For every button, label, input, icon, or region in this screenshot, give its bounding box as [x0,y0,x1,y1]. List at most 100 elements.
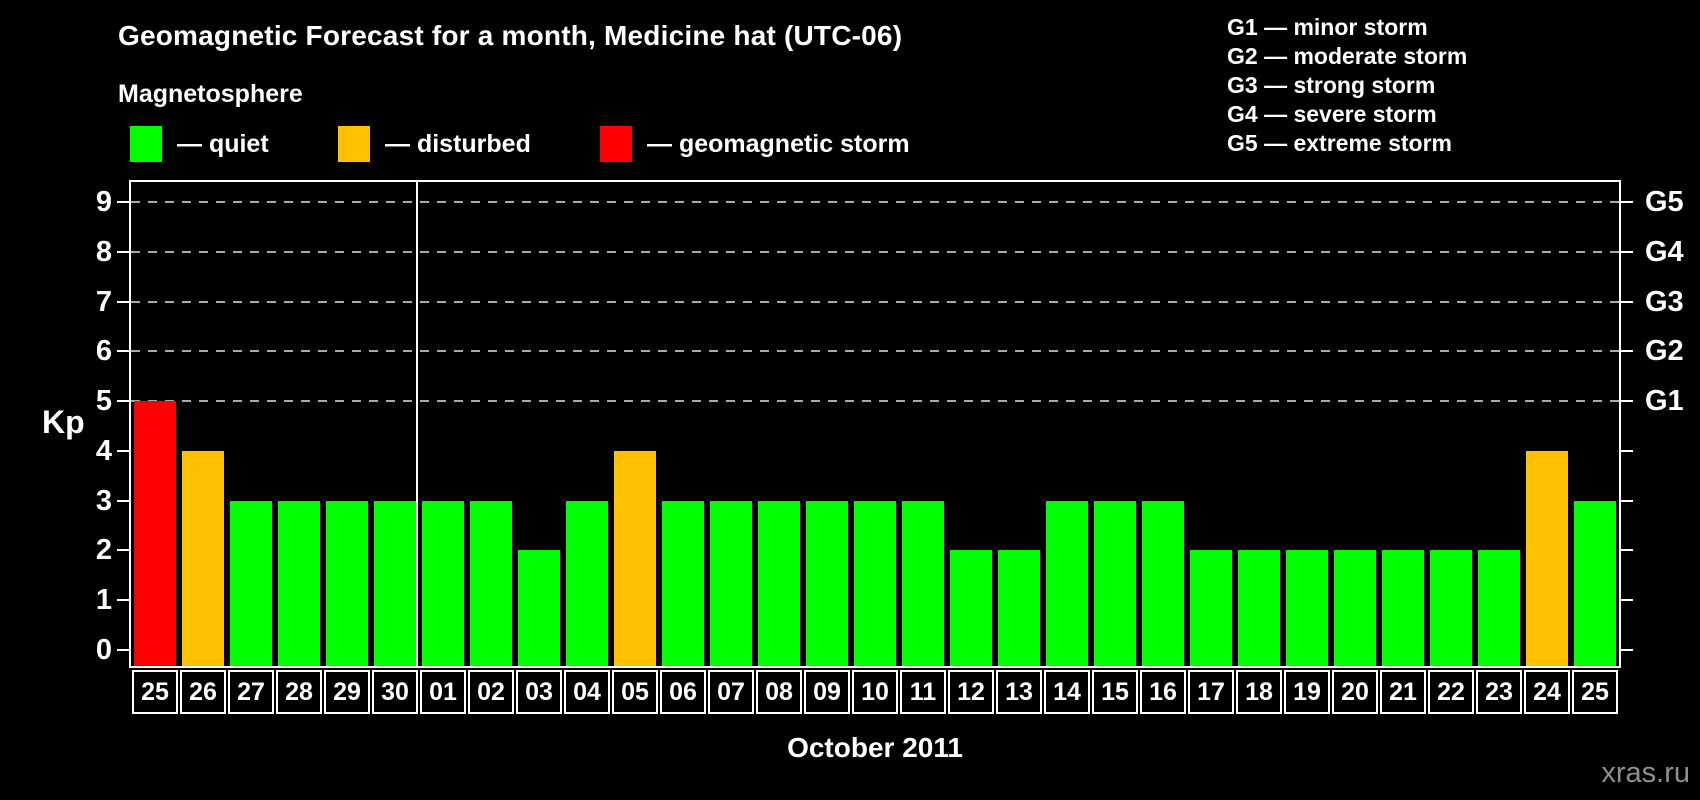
storm-scale-item: G4 — severe storm [1227,101,1437,127]
right-axis-tick [1619,301,1633,303]
kp-bar [1334,550,1376,666]
g-axis-label: G5 [1645,186,1684,218]
right-axis-tick [1619,251,1633,253]
day-label-cell: 25 [132,670,178,714]
y-axis-label: 2 [95,534,112,566]
month-separator-line [416,182,418,666]
kp-gridline [131,301,1619,303]
storm-scale-item: G1 — minor storm [1227,14,1428,40]
legend-item-disturbed: — disturbed [338,126,531,162]
day-label-cell: 12 [948,670,994,714]
chart-title: Geomagnetic Forecast for a month, Medici… [118,20,903,51]
right-axis-tick [1619,649,1633,651]
kp-bar [134,401,176,666]
g-axis-label: G3 [1645,286,1684,318]
kp-bar [1190,550,1232,666]
plot-area [129,180,1621,668]
kp-bar [1382,550,1424,666]
day-label-cell: 19 [1284,670,1330,714]
kp-bar [518,550,560,666]
day-label-cell: 20 [1332,670,1378,714]
legend-item-storm: — geomagnetic storm [600,126,910,162]
kp-bar [902,501,944,666]
kp-bar [1574,501,1616,666]
day-label-cell: 26 [180,670,226,714]
kp-bar [326,501,368,666]
kp-bar [182,451,224,666]
kp-gridline [131,251,1619,253]
g-axis-label: G1 [1645,385,1684,417]
day-label-cell: 28 [276,670,322,714]
day-label-cell: 13 [996,670,1042,714]
storm-scale-legend: G1 — minor storm G2 — moderate storm G3 — … [1227,13,1467,158]
kp-bar [422,501,464,666]
y-axis-tick [117,201,131,203]
day-label-cell: 27 [228,670,274,714]
y-axis-tick [117,301,131,303]
kp-bar [1046,501,1088,666]
day-label-cell: 18 [1236,670,1282,714]
day-label-cell: 05 [612,670,658,714]
legend-item-label: — geomagnetic storm [647,129,910,158]
g-axis-label: G4 [1645,236,1684,268]
day-label-cell: 09 [804,670,850,714]
y-axis-label: 9 [95,186,112,218]
y-axis-tick [117,350,131,352]
kp-bar [710,501,752,666]
watermark: xras.ru [1601,757,1690,789]
kp-gridline [131,400,1619,402]
day-label-cell: 17 [1188,670,1234,714]
legend-item-quiet: — quiet [130,126,269,162]
legend-item-label: — disturbed [385,129,531,158]
y-axis-tick [117,549,131,551]
storm-swatch [600,126,632,162]
legend-item-label: — quiet [177,129,269,158]
kp-bar [806,501,848,666]
day-label-cell: 03 [516,670,562,714]
kp-gridline [131,201,1619,203]
day-label-cell: 08 [756,670,802,714]
y-axis-tick [117,400,131,402]
day-label-cell: 04 [564,670,610,714]
kp-bar [470,501,512,666]
g-axis-label: G2 [1645,335,1684,367]
day-label-cell: 24 [1524,670,1570,714]
y-axis-label: 5 [95,385,112,417]
kp-bar [998,550,1040,666]
kp-bar [1238,550,1280,666]
day-label-cell: 10 [852,670,898,714]
day-label-cell: 06 [660,670,706,714]
kp-bar [854,501,896,666]
day-label-cell: 23 [1476,670,1522,714]
right-axis-tick [1619,450,1633,452]
kp-bar [758,501,800,666]
kp-bar [230,501,272,666]
kp-bar [1286,550,1328,666]
day-label-cell: 15 [1092,670,1138,714]
disturbed-swatch [338,126,370,162]
kp-bar [1094,501,1136,666]
x-axis-title: October 2011 [787,732,963,763]
kp-bar [614,451,656,666]
day-label-cell: 21 [1380,670,1426,714]
kp-gridline [131,350,1619,352]
right-axis-tick [1619,400,1633,402]
storm-scale-item: G2 — moderate storm [1227,43,1468,69]
day-label-cell: 25 [1572,670,1618,714]
kp-bar [374,501,416,666]
day-label-cell: 14 [1044,670,1090,714]
quiet-swatch [130,126,162,162]
right-axis-tick [1619,549,1633,551]
day-label-cell: 22 [1428,670,1474,714]
magnetosphere-label: Magnetosphere [118,80,303,108]
kp-bar [1526,451,1568,666]
kp-bar [950,550,992,666]
day-label-cell: 01 [420,670,466,714]
kp-bar [1430,550,1472,666]
storm-scale-item: G5 — extreme storm [1227,130,1452,156]
y-axis-tick [117,649,131,651]
y-axis-label: 1 [95,584,112,616]
y-axis-tick [117,599,131,601]
day-label-cell: 29 [324,670,370,714]
y-axis-label: 8 [95,236,112,268]
